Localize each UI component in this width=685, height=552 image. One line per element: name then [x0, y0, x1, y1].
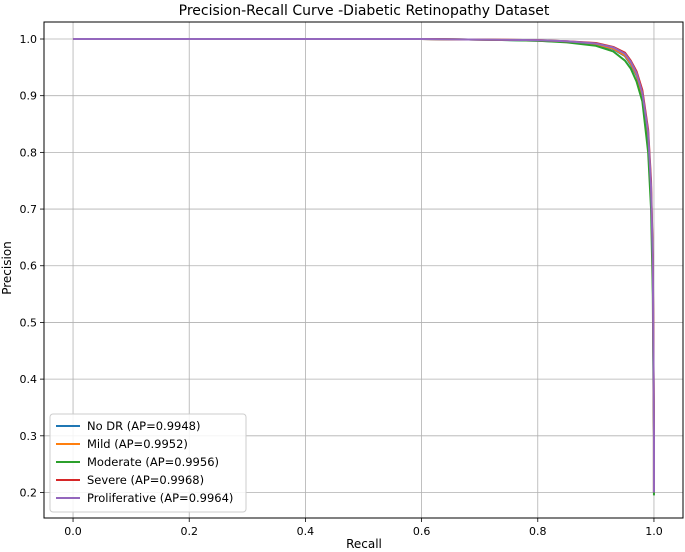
- legend-entry: Mild (AP=0.9952): [87, 437, 188, 451]
- series-line-4: [73, 38, 655, 493]
- plot-area-frame: [43, 21, 684, 519]
- x-tick-label: 0.6: [413, 525, 431, 538]
- y-tick-label: 0.8: [20, 146, 38, 159]
- x-tick-label: 0.4: [297, 525, 315, 538]
- x-tick-label: 0.8: [529, 525, 547, 538]
- x-axis-label: Recall: [346, 537, 382, 551]
- legend: No DR (AP=0.9948) Mild (AP=0.9952) Moderat…: [49, 413, 247, 513]
- y-tick-label: 0.2: [20, 486, 38, 499]
- y-tick-label: 0.9: [20, 90, 38, 103]
- y-axis-label: Precision: [0, 241, 14, 295]
- x-tick-label: 0.2: [180, 525, 198, 538]
- y-tick-label: 1.0: [20, 33, 38, 46]
- y-tick-label: 0.4: [20, 373, 38, 386]
- legend-entry: Proliferative (AP=0.9964): [87, 491, 233, 505]
- x-tick-label: 1.0: [645, 525, 663, 538]
- legend-entry: No DR (AP=0.9948): [87, 419, 200, 433]
- y-tick-label: 0.7: [20, 203, 38, 216]
- y-tick-label: 0.3: [20, 430, 38, 443]
- y-tick-label: 0.5: [20, 316, 38, 329]
- series-lines: [73, 38, 655, 496]
- y-axis-ticks: 0.2 0.3 0.4 0.5 0.6 0.7 0.8 0.9 1.0: [20, 33, 44, 499]
- x-axis-ticks: 0.0 0.2 0.4 0.6 0.8 1.0: [64, 518, 663, 538]
- grid: [44, 22, 683, 518]
- legend-entry: Moderate (AP=0.9956): [87, 455, 219, 469]
- chart-title: Precision-Recall Curve -Diabetic Retinop…: [179, 3, 550, 19]
- x-tick-label: 0.0: [64, 525, 82, 538]
- legend-box: [49, 413, 247, 513]
- legend-entry: Severe (AP=0.9968): [87, 473, 204, 487]
- y-tick-label: 0.6: [20, 260, 38, 273]
